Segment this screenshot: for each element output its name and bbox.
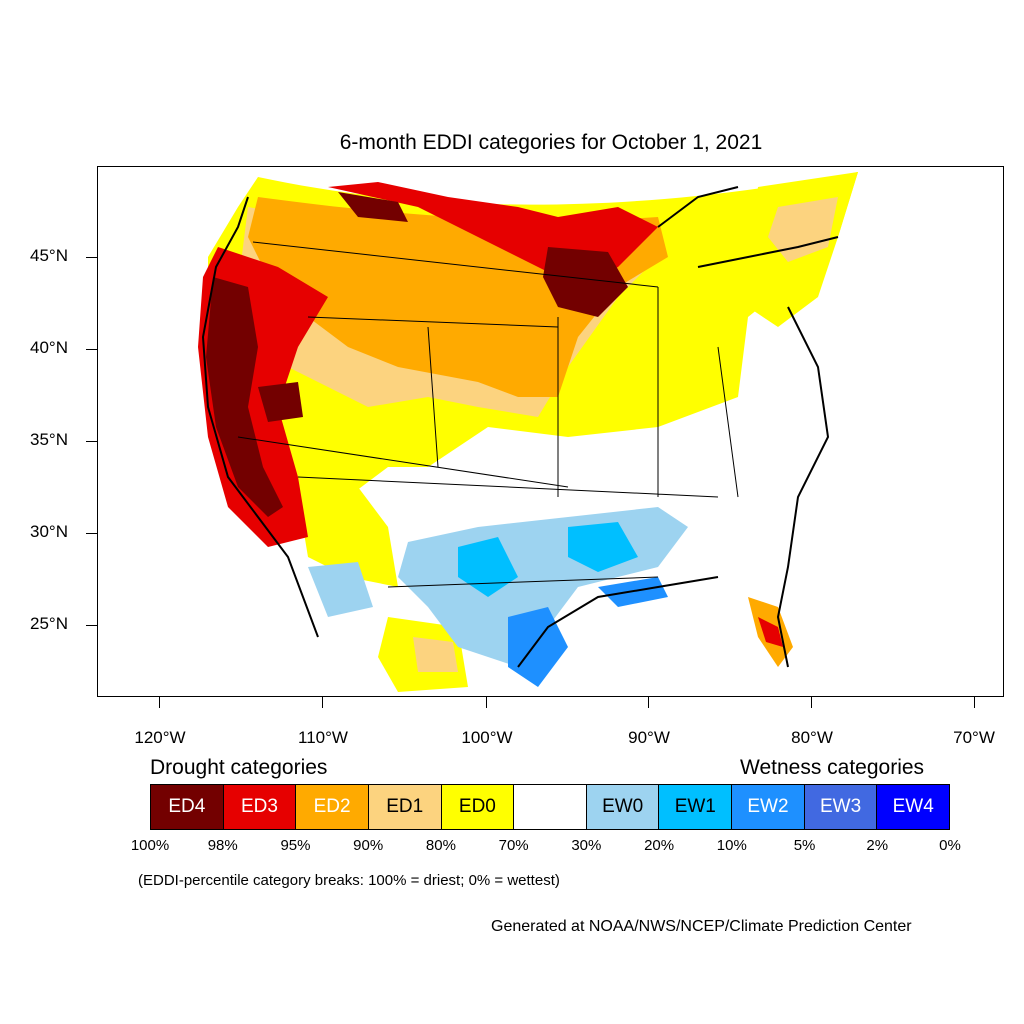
percentile-break-label: 10% [716, 837, 747, 854]
ed4-west [206, 277, 283, 517]
lon-label-100w: 100°W [461, 728, 513, 747]
eddi-map-graphic [198, 172, 898, 696]
legend-cell-ew3: EW3 [804, 785, 878, 829]
ed1-mexico [413, 637, 458, 672]
legend-cell-ed4: ED4 [151, 785, 224, 829]
drought-categories-heading: Drought categories [150, 756, 328, 779]
ed0-southwest [298, 487, 398, 587]
lon-tick [486, 697, 487, 708]
lon-label-80w: 80°W [791, 728, 833, 747]
lon-tick [811, 697, 812, 708]
percentile-break-label: 90% [353, 837, 384, 854]
legend-cell-ed0: ED0 [441, 785, 515, 829]
percentile-break-label: 95% [280, 837, 311, 854]
lat-label-40: 40°N [30, 338, 68, 357]
lon-tick [159, 697, 160, 708]
map-title: 6-month EDDI categories for October 1, 2… [339, 131, 763, 154]
lat-tick [86, 625, 97, 626]
ew0-west-mexico [308, 562, 373, 617]
lat-tick [86, 441, 97, 442]
lon-label-70w: 70°W [953, 728, 995, 747]
percentile-break-label: 70% [498, 837, 529, 854]
lon-tick [974, 697, 975, 708]
credit-line: Generated at NOAA/NWS/NCEP/Climate Predi… [491, 918, 912, 935]
lon-tick [322, 697, 323, 708]
percentile-break-label: 0% [939, 837, 961, 854]
lon-label-120w: 120°W [134, 728, 186, 747]
ed4-north [338, 192, 628, 317]
wetness-categories-heading: Wetness categories [740, 756, 925, 779]
category-legend: ED4 ED3 ED2 ED1 ED0 EW0 EW1 EW2 EW3 EW4 [150, 784, 950, 830]
coastline [201, 186, 839, 668]
legend-cell-neutral [514, 785, 587, 829]
lat-tick [86, 349, 97, 350]
lon-tick [648, 697, 649, 708]
percentile-break-label: 98% [207, 837, 238, 854]
percentile-break-label: 80% [425, 837, 456, 854]
lat-label-25: 25°N [30, 614, 68, 633]
percentile-break-label: 100% [130, 837, 170, 854]
ew1-region [458, 522, 638, 597]
percentile-break-label: 30% [571, 837, 602, 854]
ed3-florida [758, 617, 783, 647]
legend-cell-ew2: EW2 [732, 785, 805, 829]
us-border-lines [237, 241, 739, 588]
legend-cell-ew4: EW4 [877, 785, 950, 829]
legend-cell-ew0: EW0 [586, 785, 660, 829]
category-break-note: (EDDI-percentile category breaks: 100% =… [138, 872, 560, 889]
ed1-northeast [768, 197, 838, 262]
lat-label-45: 45°N [30, 246, 68, 265]
lat-tick [86, 533, 97, 534]
ed4-central [258, 382, 303, 422]
ew2-coast [508, 577, 668, 687]
lat-tick [86, 257, 97, 258]
lon-label-110w: 110°W [298, 728, 348, 747]
eddi-map [97, 166, 1004, 697]
percentile-break-label: 20% [644, 837, 675, 854]
legend-cell-ew1: EW1 [659, 785, 733, 829]
lon-label-90w: 90°W [628, 728, 670, 747]
legend-cell-ed3: ED3 [223, 785, 297, 829]
percentile-break-label: 5% [793, 837, 816, 854]
legend-cell-ed1: ED1 [368, 785, 442, 829]
legend-cell-ed2: ED2 [296, 785, 369, 829]
percentile-break-label: 2% [866, 837, 889, 854]
lat-label-35: 35°N [30, 430, 68, 449]
lat-label-30: 30°N [30, 522, 68, 541]
